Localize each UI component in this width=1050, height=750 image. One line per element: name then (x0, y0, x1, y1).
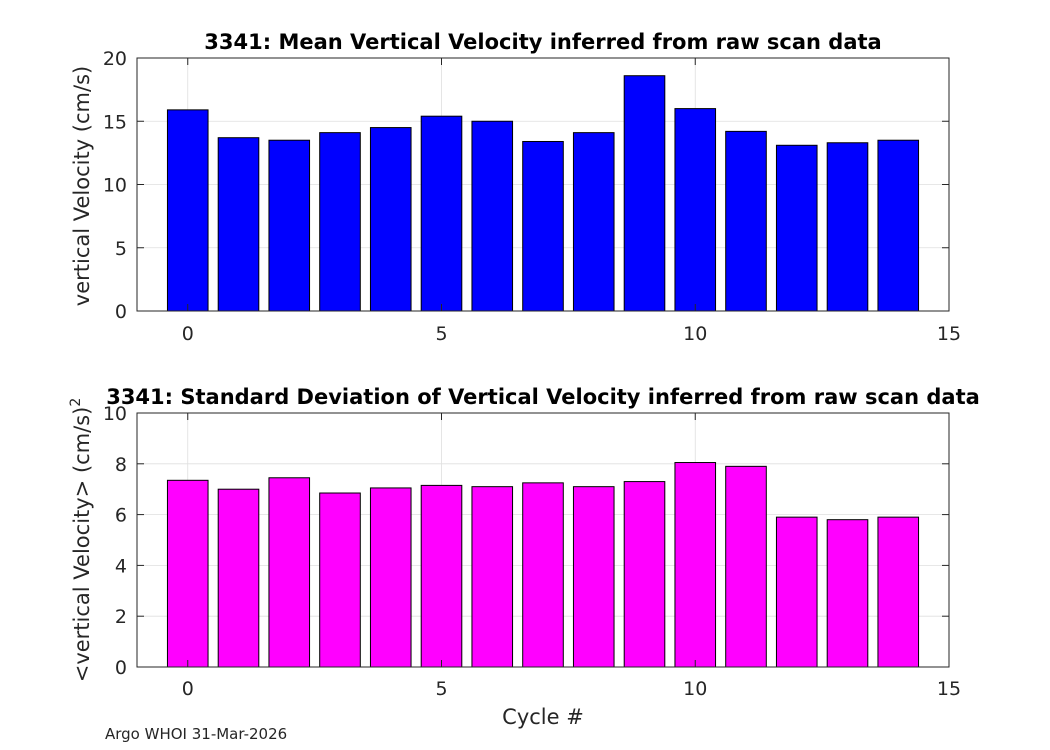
bar (623, 75, 666, 312)
bar (775, 144, 818, 312)
y-tick-label: 6 (115, 505, 127, 527)
y-tick-label: 8 (115, 454, 127, 476)
bar (826, 519, 869, 668)
x-tick-label: 10 (683, 678, 707, 700)
y-tick-label: 15 (103, 111, 127, 133)
bar (369, 127, 412, 312)
std-velocity-panel: 0 2 4 6 8 10 0 5 10 15 3341: Standard Deviation of… (68, 385, 980, 729)
bar (217, 137, 260, 312)
bar (217, 488, 260, 668)
bar (877, 139, 920, 312)
y-tick-label: 0 (115, 657, 127, 679)
bar (471, 120, 514, 312)
y-axis-label: <vertical Velocity> (cm/s)2 (68, 398, 94, 683)
bar (268, 139, 311, 312)
bar (623, 481, 666, 668)
y-tick-label: 20 (103, 48, 127, 70)
y-tick-label: 4 (115, 555, 127, 577)
x-axis-label: Cycle # (502, 705, 584, 729)
bar (420, 115, 463, 312)
mean-velocity-panel: 0 5 10 15 20 0 5 10 15 3341: Mean Vertical Veloci… (70, 30, 961, 345)
y-axis-label-superscript: 2 (68, 398, 84, 407)
y-tick-label: 5 (115, 238, 127, 260)
bar (775, 516, 818, 668)
x-tick-label: 10 (683, 323, 707, 345)
y-axis-label: vertical Velocity (cm/s) (70, 66, 94, 306)
y-tick-label: 0 (115, 301, 127, 323)
bar (522, 140, 564, 312)
bar (268, 477, 311, 668)
bar (877, 516, 920, 668)
bar (420, 484, 463, 668)
bar (725, 465, 767, 668)
bar (674, 108, 717, 312)
x-tick-label: 5 (435, 678, 447, 700)
x-tick-label: 0 (182, 323, 194, 345)
axes-box (136, 412, 950, 668)
y-tick-label: 2 (115, 606, 127, 628)
x-tick-label: 15 (937, 678, 961, 700)
x-tick-label: 15 (937, 323, 961, 345)
y-tick-label: 10 (103, 175, 127, 197)
bar (826, 142, 869, 312)
bar (572, 132, 615, 312)
bar (166, 479, 209, 668)
bar (166, 109, 209, 312)
bar (471, 486, 514, 668)
chart-title: 3341: Standard Deviation of Vertical Vel… (106, 385, 980, 409)
x-tick-label: 0 (182, 678, 194, 700)
bar (319, 492, 361, 668)
x-tick-label: 5 (435, 323, 447, 345)
bar (522, 482, 564, 668)
bar (674, 462, 717, 668)
footer-credit: Argo WHOI 31-Mar-2026 (105, 725, 288, 743)
bar (725, 130, 767, 312)
y-tick-label: 10 (103, 403, 127, 425)
chart-title: 3341: Mean Vertical Velocity inferred fr… (204, 30, 881, 54)
bar (572, 486, 615, 668)
bar (319, 132, 361, 312)
bar (369, 487, 412, 668)
